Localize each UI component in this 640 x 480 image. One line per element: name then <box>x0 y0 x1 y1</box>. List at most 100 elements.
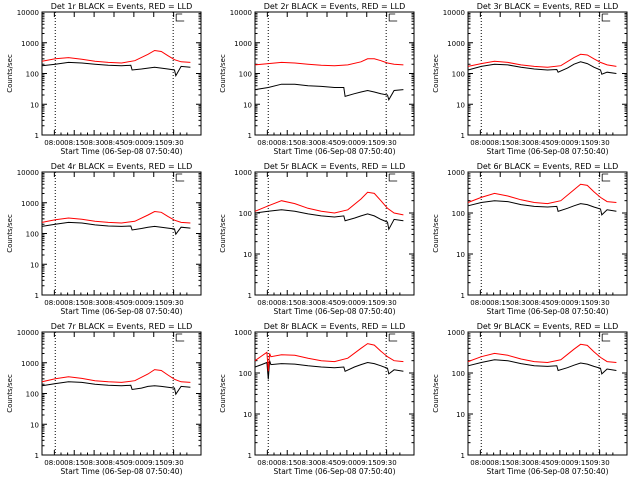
panel-title: Det 1r BLACK = Events, RED = LLD <box>51 2 193 11</box>
x-tick-label: 08:45 <box>530 299 550 307</box>
y-tick-label: 100 <box>26 391 39 399</box>
x-axis-label: Start Time (06-Sep-08 07:50:40) <box>487 467 609 476</box>
y-tick-label: 100 <box>26 231 39 239</box>
x-axis-label: Start Time (06-Sep-08 07:50:40) <box>487 147 609 156</box>
x-tick-label: 08:45 <box>317 459 337 467</box>
y-tick-label: 1000 <box>447 329 465 337</box>
x-axis-label: Start Time (06-Sep-08 07:50:40) <box>274 467 396 476</box>
y-axis-label: Counts/sec <box>219 54 227 93</box>
x-tick-label: 08:15 <box>277 299 297 307</box>
x-tick-label: 08:00 <box>257 139 277 147</box>
range-marker <box>388 173 398 182</box>
series-lld-line <box>254 343 404 372</box>
panel-title: Det 2r BLACK = Events, RED = LLD <box>264 2 406 11</box>
series-events-line <box>467 61 617 75</box>
plot-frame <box>467 171 628 296</box>
y-axis-label: Counts/sec <box>432 374 440 413</box>
panel-2: Det 2r BLACK = Events, RED = LLD 1 10 100 10… <box>219 2 415 156</box>
panel-title: Det 7r BLACK = Events, RED = LLD <box>51 322 193 331</box>
x-axis-label: Start Time (06-Sep-08 07:50:40) <box>61 467 183 476</box>
panel-title: Det 9r BLACK = Events, RED = LLD <box>477 322 619 331</box>
x-tick-label: 09:30 <box>590 299 610 307</box>
x-axis-label: Start Time (06-Sep-08 07:50:40) <box>274 307 396 316</box>
x-tick-label: 08:45 <box>530 139 550 147</box>
series-lld-line <box>467 183 617 205</box>
series-events-line <box>254 83 404 102</box>
series-lld-line <box>254 191 404 216</box>
range-marker <box>175 333 185 342</box>
y-tick-label: 10 <box>456 101 465 109</box>
x-tick-label: 08:15 <box>490 299 510 307</box>
series-events-line <box>254 209 404 231</box>
x-tick-label: 09:00 <box>124 299 144 307</box>
x-tick-label: 09:15 <box>570 299 590 307</box>
y-tick-label: 100 <box>239 210 252 218</box>
x-tick-label: 09:30 <box>377 299 397 307</box>
x-tick-label: 08:15 <box>64 139 84 147</box>
x-tick-label: 08:45 <box>530 459 550 467</box>
y-tick-label: 10 <box>243 251 252 259</box>
y-tick-label: 1000 <box>234 169 252 177</box>
x-tick-label: 08:30 <box>297 459 317 467</box>
y-tick-label: 1 <box>248 132 252 140</box>
y-tick-label: 10 <box>456 411 465 419</box>
plot-frame <box>254 11 415 136</box>
x-tick-label: 09:30 <box>164 299 184 307</box>
panel-6: Det 6r BLACK = Events, RED = LLD 1 10 100 10… <box>432 162 628 316</box>
x-tick-label: 09:30 <box>377 139 397 147</box>
y-tick-label: 1000 <box>21 200 39 208</box>
x-tick-label: 08:00 <box>44 299 64 307</box>
y-tick-label: 10 <box>456 251 465 259</box>
x-tick-label: 09:15 <box>357 139 377 147</box>
panel-1: Det 1r BLACK = Events, RED = LLD 1 10 100 10… <box>6 2 202 156</box>
series-lld-line <box>467 343 617 364</box>
y-tick-label: 1 <box>248 292 252 300</box>
y-axis-label: Counts/sec <box>6 374 14 413</box>
x-tick-label: 08:30 <box>297 139 317 147</box>
y-tick-label: 1000 <box>21 360 39 368</box>
range-marker <box>175 13 185 22</box>
x-tick-label: 08:30 <box>510 139 530 147</box>
x-tick-label: 08:45 <box>104 139 124 147</box>
x-tick-label: 09:30 <box>164 139 184 147</box>
range-marker <box>601 333 611 342</box>
x-tick-label: 08:15 <box>64 299 84 307</box>
plot-frame <box>41 331 202 456</box>
series-events-line <box>467 359 617 375</box>
y-tick-label: 10 <box>30 261 39 269</box>
x-tick-label: 08:15 <box>277 459 297 467</box>
y-tick-label: 100 <box>239 71 252 79</box>
x-tick-label: 09:15 <box>357 459 377 467</box>
x-axis-label: Start Time (06-Sep-08 07:50:40) <box>487 307 609 316</box>
y-tick-label: 100 <box>452 210 465 218</box>
x-tick-label: 08:00 <box>470 139 490 147</box>
plot-frame <box>41 171 202 296</box>
y-tick-label: 100 <box>239 370 252 378</box>
y-tick-label: 10000 <box>230 9 252 17</box>
y-axis-label: Counts/sec <box>219 214 227 253</box>
y-tick-label: 10 <box>243 101 252 109</box>
y-tick-label: 1000 <box>21 40 39 48</box>
y-tick-label: 1 <box>461 132 465 140</box>
x-tick-label: 09:00 <box>337 459 357 467</box>
y-tick-label: 100 <box>26 71 39 79</box>
y-tick-label: 1000 <box>234 40 252 48</box>
x-tick-label: 08:45 <box>104 299 124 307</box>
y-axis-label: Counts/sec <box>432 54 440 93</box>
x-tick-label: 09:15 <box>570 139 590 147</box>
plot-frame <box>254 171 415 296</box>
x-tick-label: 08:45 <box>317 139 337 147</box>
y-tick-label: 1000 <box>447 40 465 48</box>
x-tick-label: 09:30 <box>377 459 397 467</box>
range-marker <box>601 13 611 22</box>
range-marker <box>601 173 611 182</box>
x-tick-label: 08:45 <box>104 459 124 467</box>
x-tick-label: 09:00 <box>124 459 144 467</box>
x-tick-label: 08:15 <box>64 459 84 467</box>
panel-title: Det 5r BLACK = Events, RED = LLD <box>264 162 406 171</box>
series-events-line <box>41 61 191 78</box>
x-tick-label: 08:00 <box>257 459 277 467</box>
x-tick-label: 08:00 <box>470 299 490 307</box>
y-tick-label: 10000 <box>443 9 465 17</box>
